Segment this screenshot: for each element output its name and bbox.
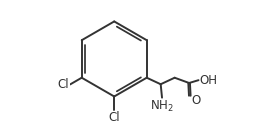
Text: OH: OH xyxy=(199,74,217,87)
Text: NH$_2$: NH$_2$ xyxy=(150,99,174,114)
Text: Cl: Cl xyxy=(109,111,120,124)
Text: Cl: Cl xyxy=(57,78,69,91)
Text: O: O xyxy=(191,94,200,107)
